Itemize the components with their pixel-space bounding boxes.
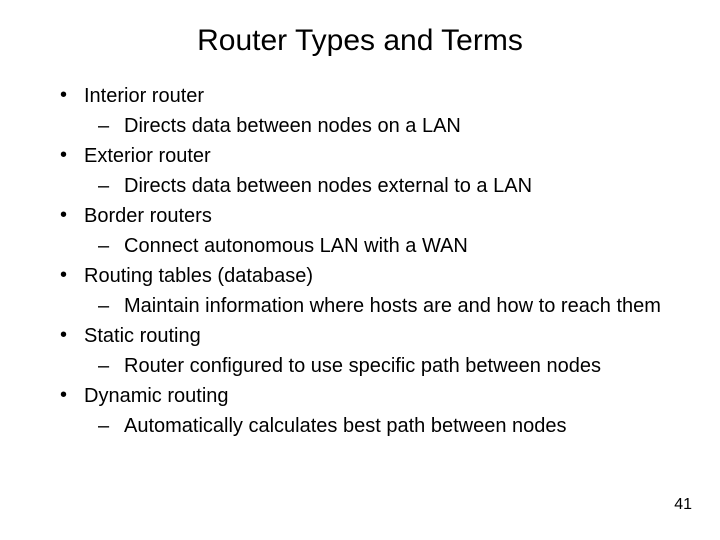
dash-marker: – [98,112,112,140]
sub-item: – Connect autonomous LAN with a WAN [98,232,680,260]
content-area: • Interior router – Directs data between… [40,82,680,440]
bullet-item: • Exterior router [60,142,680,170]
bullet-text: Static routing [84,322,201,350]
sub-item: – Automatically calculates best path bet… [98,412,680,440]
bullet-marker: • [60,142,70,168]
bullet-marker: • [60,82,70,108]
dash-marker: – [98,172,112,200]
bullet-item: • Static routing [60,322,680,350]
page-number: 41 [674,496,692,514]
bullet-item: • Routing tables (database) [60,262,680,290]
bullet-marker: • [60,202,70,228]
sub-item: – Directs data between nodes external to… [98,172,680,200]
dash-marker: – [98,352,112,380]
bullet-text: Border routers [84,202,212,230]
sub-text: Maintain information where hosts are and… [124,292,661,320]
sub-text: Connect autonomous LAN with a WAN [124,232,468,260]
sub-text: Directs data between nodes on a LAN [124,112,461,140]
sub-text: Automatically calculates best path betwe… [124,412,567,440]
sub-item: – Router configured to use specific path… [98,352,680,380]
bullet-marker: • [60,322,70,348]
bullet-item: • Border routers [60,202,680,230]
sub-item: – Maintain information where hosts are a… [98,292,680,320]
sub-item: – Directs data between nodes on a LAN [98,112,680,140]
slide-container: Router Types and Terms • Interior router… [0,0,720,540]
bullet-text: Interior router [84,82,204,110]
dash-marker: – [98,412,112,440]
sub-text: Router configured to use specific path b… [124,352,601,380]
bullet-item: • Dynamic routing [60,382,680,410]
bullet-marker: • [60,382,70,408]
sub-text: Directs data between nodes external to a… [124,172,532,200]
bullet-text: Dynamic routing [84,382,229,410]
dash-marker: – [98,232,112,260]
dash-marker: – [98,292,112,320]
slide-title: Router Types and Terms [40,24,680,58]
bullet-marker: • [60,262,70,288]
bullet-item: • Interior router [60,82,680,110]
bullet-text: Routing tables (database) [84,262,313,290]
bullet-text: Exterior router [84,142,211,170]
